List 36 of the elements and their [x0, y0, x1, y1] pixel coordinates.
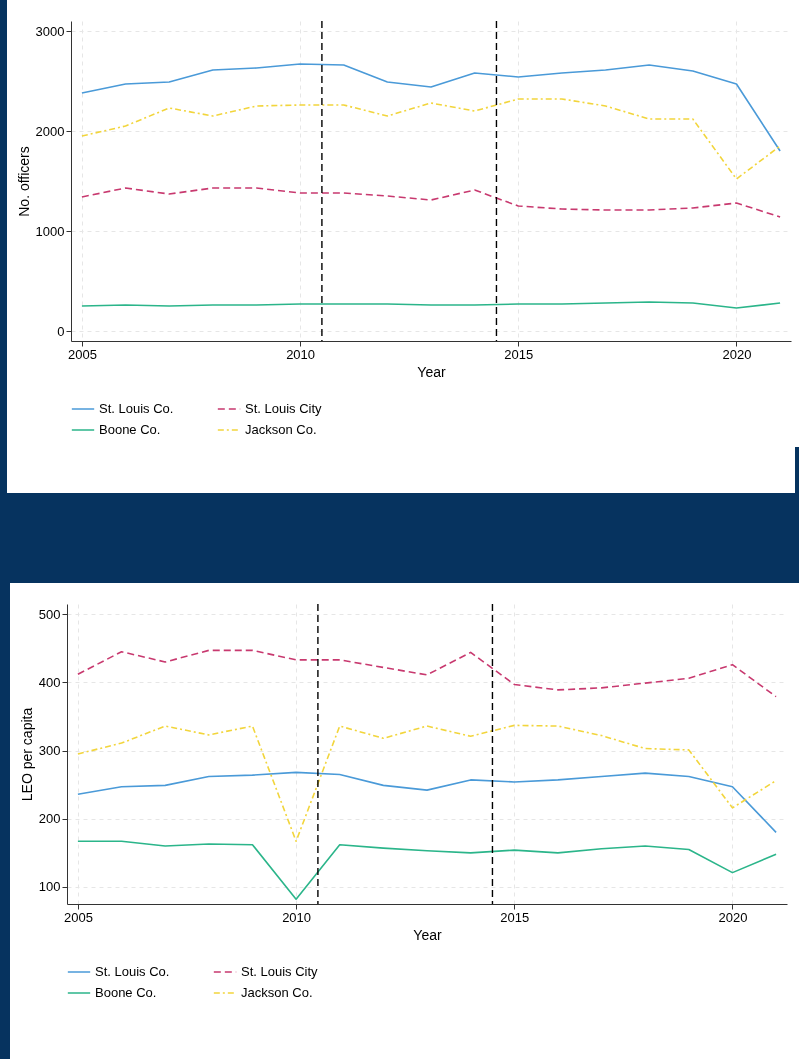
y-tick-label: 0: [57, 323, 65, 339]
x-tick-label: 2020: [718, 909, 748, 925]
legend-label: St. Louis Co.: [95, 964, 170, 979]
x-tick-label: 2010: [286, 346, 316, 362]
y-axis-title: LEO per capita: [18, 707, 35, 802]
line-series: [77, 771, 777, 834]
y-tick-label: 100: [38, 879, 61, 895]
x-axis-title: Year: [417, 363, 446, 380]
line-series: [77, 840, 777, 901]
x-axis-title: Year: [413, 926, 442, 943]
x-tick-label: 2015: [504, 346, 534, 362]
y-tick-label: 3000: [35, 23, 65, 39]
legend-label: St. Louis City: [245, 401, 323, 416]
y-tick-label: 1000: [35, 223, 65, 239]
line-series: [77, 649, 777, 698]
y-tick-label: 200: [38, 811, 61, 827]
y-tick-label: 500: [38, 606, 61, 622]
legend-label: St. Louis City: [241, 964, 319, 979]
y-axis-title: No. officers: [15, 146, 32, 217]
y-tick-label: 300: [38, 743, 61, 759]
x-tick-label: 2005: [67, 346, 97, 362]
x-tick-label: 2020: [722, 346, 752, 362]
x-tick-label: 2015: [500, 909, 530, 925]
legend-label: Jackson Co.: [245, 422, 317, 437]
line-series: [81, 98, 781, 180]
x-tick-label: 2005: [63, 909, 93, 925]
line-series: [81, 63, 781, 152]
legend-label: St. Louis Co.: [99, 401, 174, 416]
y-tick-label: 2000: [35, 123, 65, 139]
line-series: [77, 724, 777, 843]
x-tick-label: 2010: [282, 909, 312, 925]
line-series: [81, 187, 781, 218]
y-tick-label: 400: [38, 674, 61, 690]
legend-label: Boone Co.: [99, 422, 161, 437]
legend-label: Boone Co.: [95, 985, 157, 1000]
legend-label: Jackson Co.: [241, 985, 313, 1000]
